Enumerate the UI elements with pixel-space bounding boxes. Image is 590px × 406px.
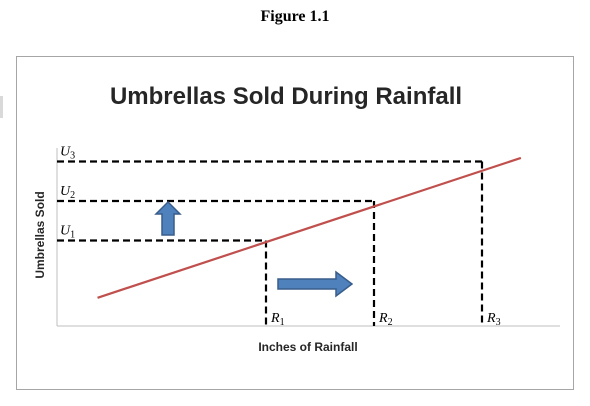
figure-caption: Figure 1.1 [260,8,330,25]
x-tick-label-1: R1 [270,311,285,328]
x-axis-label: Inches of Rainfall [258,340,357,354]
page-edge-mark [0,96,3,118]
y-tick-label-1: U1 [60,224,75,241]
guide-lines [57,160,484,326]
trend-line [97,156,522,299]
y-tick-label-2: U2 [60,184,75,201]
x-tick-labels: R1 R2 R3 [270,311,501,328]
y-tick-labels: U1 U2 U3 [60,145,75,241]
x-tick-label-3: R3 [486,311,501,328]
right-arrow-icon [277,270,354,298]
y-axis-label: Umbrellas Sold [33,191,47,278]
x-tick-label-2: R2 [378,311,393,328]
y-tick-label-3: U3 [60,145,75,162]
up-arrow-icon [154,200,182,236]
chart-title: Umbrellas Sold During Rainfall [110,83,462,110]
